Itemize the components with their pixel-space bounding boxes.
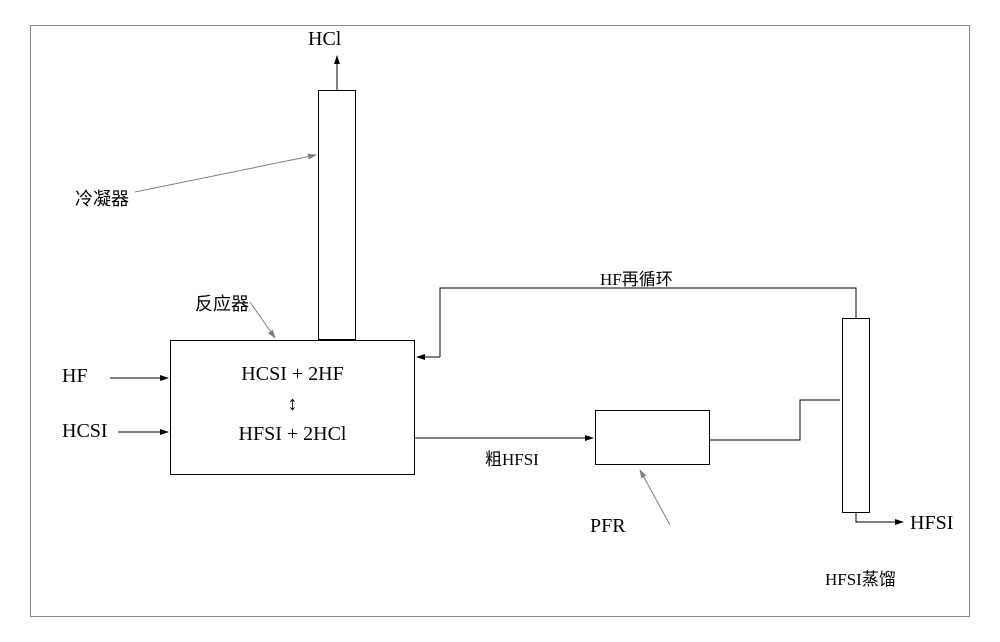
condenser-box — [318, 90, 356, 340]
distillation-box — [842, 318, 870, 513]
pfr-box — [595, 410, 710, 465]
hcl-output-label: HCl — [308, 28, 341, 51]
reactor-box: HCSI + 2HF ↕ HFSI + 2HCl — [170, 340, 415, 475]
outer-frame — [30, 25, 970, 617]
condenser-label: 冷凝器 — [75, 185, 129, 211]
reaction-line1: HCSI + 2HF — [241, 363, 343, 385]
hcsi-input-label: HCSI — [62, 420, 108, 443]
reaction-line2: HFSI + 2HCl — [239, 423, 347, 445]
crude-hfsi-label: 粗HFSI — [485, 445, 539, 470]
hf-recycle-label: HF再循环 — [600, 265, 673, 290]
reaction-arrow: ↕ — [288, 393, 298, 415]
pfr-label: PFR — [590, 515, 626, 538]
hf-input-label: HF — [62, 365, 88, 388]
hfsi-output-label: HFSI — [910, 512, 953, 535]
hfsi-distill-label: HFSI蒸馏 — [825, 565, 896, 590]
reactor-label: 反应器 — [195, 290, 249, 316]
